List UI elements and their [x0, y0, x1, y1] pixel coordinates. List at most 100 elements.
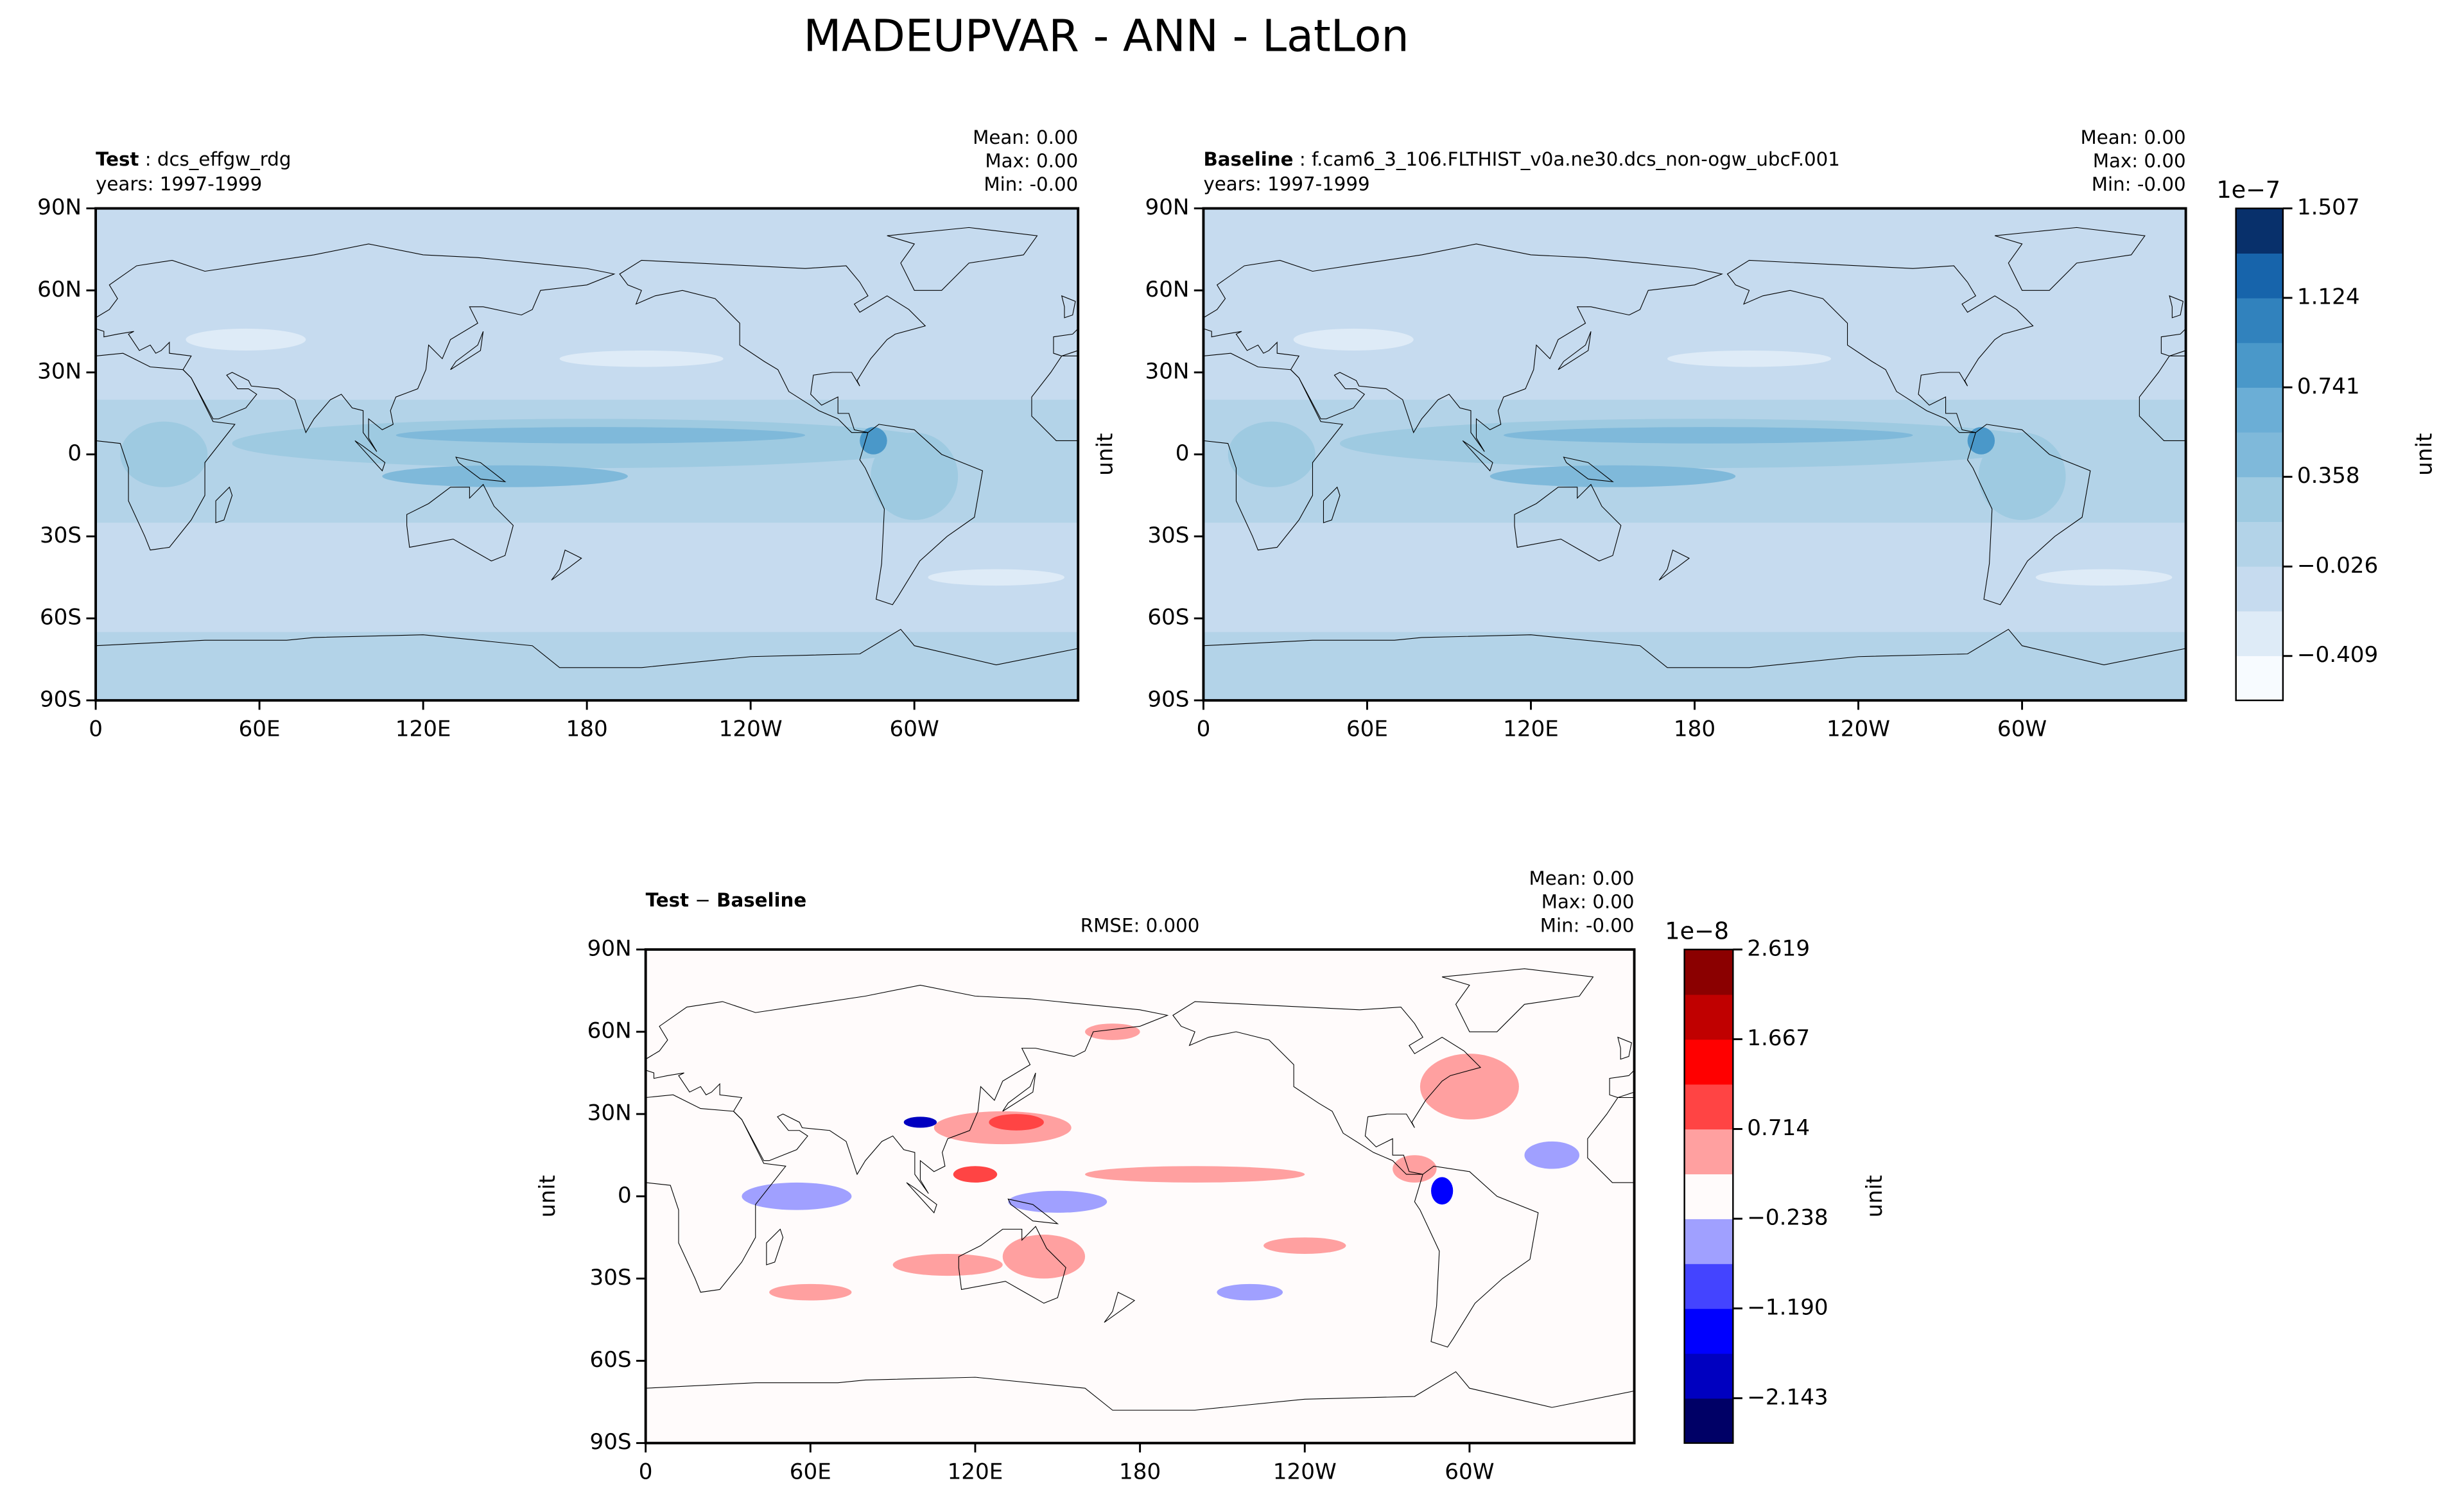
colorbar-tick-label: −0.409: [2297, 642, 2378, 668]
y-tick-label: 90S: [1147, 686, 1189, 712]
colorbar-segment: [1684, 1084, 1733, 1130]
stat: Mean: 0.00: [2080, 126, 2185, 148]
stat: Min: -0.00: [984, 173, 1078, 195]
rmse: RMSE: 0.000: [1081, 914, 1200, 936]
y-tick-label: 30S: [40, 523, 82, 548]
stat-label: Mean:: [1529, 867, 1586, 889]
colorbar-segment: [1684, 994, 1733, 1040]
stat-value: 0.00: [1036, 150, 1078, 171]
figure-title: MADEUPVAR - ANN - LatLon: [804, 12, 1409, 62]
stat: Min: -0.00: [1540, 914, 1635, 936]
map-field: [645, 949, 1635, 1443]
stat-value: 0.00: [2144, 150, 2185, 171]
y-tick-label: 0: [618, 1183, 632, 1208]
y-tick-label: 90N: [587, 935, 632, 961]
colorbar-tick-label: −2.143: [1747, 1384, 1828, 1410]
y-tick-label: 60N: [587, 1018, 632, 1044]
colorbar-segment: [2236, 431, 2283, 478]
title-part: : dcs_effgw_rdg: [139, 148, 291, 169]
x-tick-label: 60E: [239, 717, 281, 742]
title-part: Baseline: [716, 889, 806, 911]
colorbar-tick-label: −0.238: [1747, 1205, 1828, 1231]
stat-value: 0.00: [1592, 867, 1634, 889]
colorbar-frame: [1683, 948, 1734, 1444]
colorbar-segment: [2236, 611, 2283, 656]
x-tick-label: 0: [89, 717, 103, 742]
colorbar-segment: [2236, 656, 2283, 701]
map-field: [1203, 208, 2186, 700]
y-tick-label: 60S: [590, 1347, 632, 1373]
title-part: Test: [646, 889, 689, 911]
panel-title: Test : dcs_effgw_rdg: [96, 148, 291, 169]
colorbar-tick-label: −0.026: [2297, 553, 2378, 578]
contour-fill: [645, 949, 1635, 1443]
contour-fill: [1203, 208, 2186, 700]
stat: Mean: 0.00: [973, 126, 1078, 148]
y-tick-label: 90N: [1145, 195, 1189, 220]
colorbar-tick-label: 0.741: [2297, 374, 2360, 399]
colorbar-segment: [1684, 1174, 1733, 1219]
x-tick-label: 60E: [790, 1459, 831, 1484]
colorbar-tick-label: 2.619: [1747, 935, 1810, 961]
y-axis-label: unit: [1093, 433, 1118, 476]
colorbar-segment: [1684, 949, 1733, 995]
x-tick-label: 180: [1674, 717, 1715, 742]
y-axis-label: unit: [535, 1175, 560, 1217]
panel-title: Baseline : f.cam6_3_106.FLTHIST_v0a.ne30…: [1203, 148, 1839, 169]
stat-value: 0.00: [1592, 891, 1634, 912]
stat-label: Max:: [2093, 150, 2138, 171]
colorbar-label: unit: [2411, 433, 2437, 476]
colorbar-tick-label: 1.667: [1747, 1025, 1810, 1051]
panel-subtitle: years: 1997-1999: [1203, 173, 1369, 195]
colorbar-offset: 1e−7: [2216, 176, 2280, 204]
panel-title: Test − Baseline: [646, 889, 807, 911]
x-tick-label: 60W: [1997, 717, 2047, 742]
stat-value: 0.00: [2144, 126, 2185, 148]
y-tick-label: 90S: [40, 686, 82, 712]
y-tick-label: 90N: [37, 195, 82, 220]
rmse-label: RMSE:: [1081, 914, 1140, 936]
colorbar-label: unit: [1862, 1175, 1888, 1217]
y-tick-label: 60N: [1145, 277, 1189, 302]
colorbar-tick-label: 0.714: [1747, 1115, 1810, 1141]
y-tick-label: 60N: [37, 277, 82, 302]
stat: Max: 0.00: [2093, 150, 2186, 171]
x-tick-label: 120E: [1503, 717, 1559, 742]
stat: Mean: 0.00: [1529, 867, 1634, 889]
y-tick-label: 60S: [40, 605, 82, 630]
rmse-value: 0.000: [1146, 914, 1200, 936]
colorbar-segment: [2236, 476, 2283, 522]
colorbar-tick-label: 0.358: [2297, 463, 2360, 489]
stat-value: 0.00: [1036, 126, 1078, 148]
x-tick-label: 120E: [395, 717, 451, 742]
stat: Max: 0.00: [985, 150, 1078, 171]
colorbar-tick-label: 1.507: [2297, 195, 2360, 220]
stat-value: -0.00: [2137, 173, 2186, 195]
contour-fill: [96, 208, 1079, 700]
colorbar-segment: [1684, 1219, 1733, 1264]
y-tick-label: 90S: [590, 1429, 632, 1455]
y-tick-label: 30S: [590, 1265, 632, 1290]
stat: Min: -0.00: [2092, 173, 2186, 195]
colorbar-segment: [2236, 253, 2283, 299]
colorbar-segment: [1684, 1353, 1733, 1399]
stat-value: -0.00: [1586, 914, 1635, 936]
y-tick-label: 0: [1176, 440, 1190, 466]
colorbar-segment: [1684, 1039, 1733, 1085]
colorbar-segment: [2236, 566, 2283, 612]
stat-label: Mean:: [973, 126, 1030, 148]
colorbar-tick-label: 1.124: [2297, 284, 2360, 309]
map-field: [96, 208, 1079, 700]
colorbar-segment: [1684, 1308, 1733, 1354]
colorbar-segment: [1684, 1264, 1733, 1309]
panel-subtitle: years: 1997-1999: [96, 173, 262, 195]
y-tick-label: 60S: [1147, 605, 1189, 630]
x-tick-label: 120W: [1827, 717, 1890, 742]
stat-label: Min:: [984, 173, 1023, 195]
x-tick-label: 0: [1197, 717, 1211, 742]
y-tick-label: 30S: [1147, 523, 1189, 548]
colorbar-offset: 1e−8: [1665, 917, 1729, 945]
x-tick-label: 0: [639, 1459, 653, 1484]
title-part: Test: [96, 148, 139, 169]
